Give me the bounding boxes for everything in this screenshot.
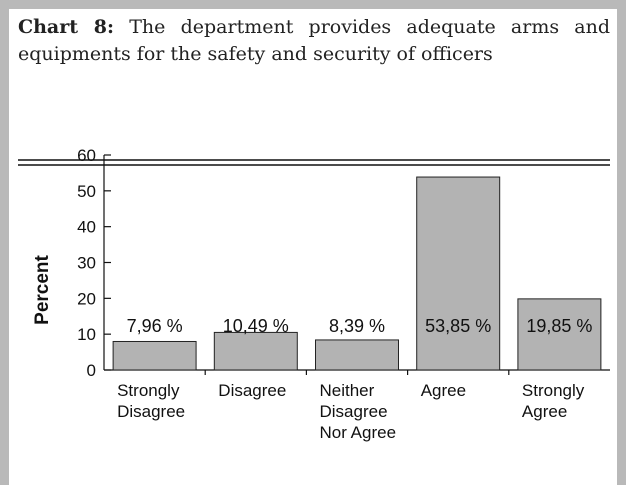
y-tick-label: 0 xyxy=(87,361,96,380)
x-tick-label-line: Neither xyxy=(320,381,380,400)
bar xyxy=(112,340,197,371)
bar xyxy=(213,331,298,371)
chart-number: Chart 8: xyxy=(18,16,115,38)
x-tick-label-line: Disagree xyxy=(320,402,393,421)
chart-title-text: The department provides adequate arms an… xyxy=(18,16,611,65)
x-tick-label: Neither Disagree Nor Agree xyxy=(320,381,397,442)
y-axis-label: Percent xyxy=(32,254,53,324)
x-tick-label-line: Strongly xyxy=(522,381,589,400)
y-tick-label: 50 xyxy=(77,182,96,201)
x-tick-label-line: Agree xyxy=(522,402,567,421)
value-label: 10,49 % xyxy=(223,316,289,336)
x-tick-label: Agree xyxy=(421,381,466,400)
x-tick-label-line: Agree xyxy=(421,381,466,400)
x-tick-label-line: Strongly xyxy=(117,381,184,400)
value-label: 53,85 % xyxy=(425,316,491,336)
bar xyxy=(315,339,399,371)
y-tick-label: 40 xyxy=(77,218,96,237)
x-tick-label-line: Disagree xyxy=(117,402,185,421)
chart-title: Chart 8: The department provides adequat… xyxy=(18,14,610,68)
value-label: 8,39 % xyxy=(329,316,385,336)
x-tick-label-line: Disagree xyxy=(218,381,286,400)
value-label: 19,85 % xyxy=(526,316,592,336)
x-tick-label: Strongly Agree xyxy=(522,381,589,421)
bar xyxy=(416,176,501,371)
y-tick-label: 60 xyxy=(77,146,96,165)
value-label: 7,96 % xyxy=(127,316,183,336)
x-tick-label: Strongly Disagree xyxy=(117,381,185,421)
y-tick-label: 30 xyxy=(77,254,96,273)
y-tick-label: 10 xyxy=(77,325,96,344)
bar xyxy=(517,298,602,371)
y-tick-label: 20 xyxy=(77,289,96,308)
x-tick-label-line: Nor Agree xyxy=(320,423,397,442)
x-tick-label: Disagree xyxy=(218,381,286,400)
